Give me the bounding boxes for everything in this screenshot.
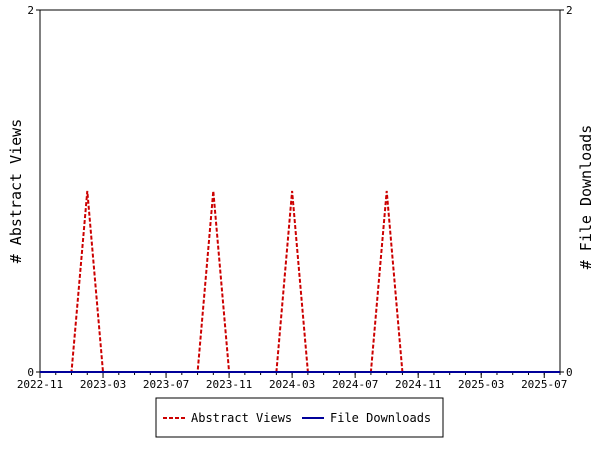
- x-tick-label: 2023-11: [206, 378, 252, 391]
- plot-frame: [39, 9, 561, 373]
- x-tick-label: 2023-07: [143, 378, 189, 391]
- x-tick-label: 2024-03: [269, 378, 315, 391]
- y-left-tick-label: 2: [27, 4, 34, 17]
- x-tick-label: 2025-03: [458, 378, 504, 391]
- x-tick-label: 2023-03: [80, 378, 126, 391]
- y-axis-right-title: # File Downloads: [577, 125, 595, 270]
- legend: Abstract Views File Downloads: [155, 397, 444, 438]
- y-right-tick-label: 2: [566, 4, 573, 17]
- legend-label-file-downloads: File Downloads: [330, 411, 431, 425]
- plot-area: 2022-11 2023-03 2023-07 2023-11 2024-03 2024-…: [17, 4, 573, 391]
- y-right-tick-label: 0: [566, 366, 573, 379]
- x-tick-label: 2022-11: [17, 378, 63, 391]
- series-line-abstract-views: [40, 190, 560, 373]
- legend-box: [155, 397, 444, 438]
- x-tick-label: 2024-07: [332, 378, 378, 391]
- y-axis-left-title: # Abstract Views: [7, 119, 25, 264]
- x-tick-label: 2025-07: [521, 378, 567, 391]
- y-left-tick-label: 0: [27, 366, 34, 379]
- legend-label-abstract-views: Abstract Views: [191, 411, 292, 425]
- x-tick-label: 2024-11: [395, 378, 441, 391]
